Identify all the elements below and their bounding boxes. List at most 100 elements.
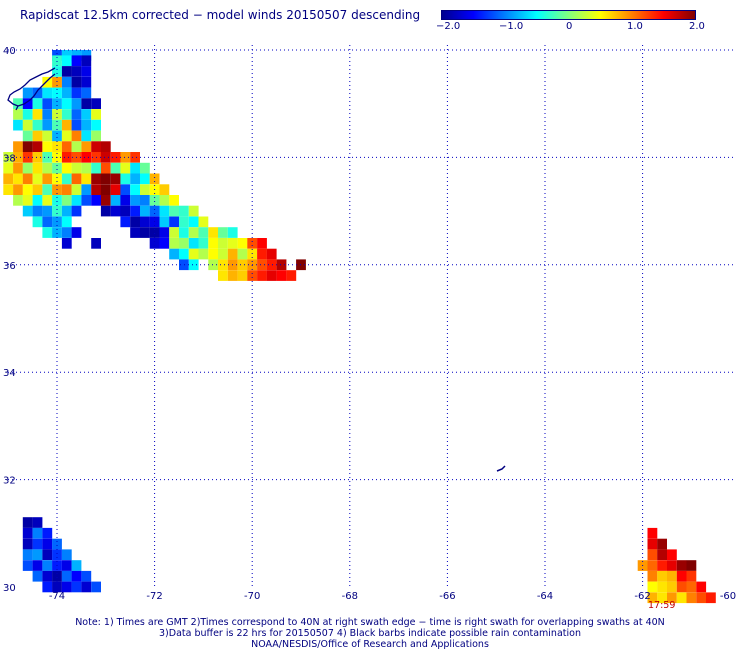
swath-cell: [81, 173, 92, 185]
swath-cell: [42, 527, 53, 539]
swath-cell: [61, 162, 72, 174]
lon-tick-label: -60: [720, 591, 736, 602]
swath-cell: [218, 227, 228, 238]
swath-cell: [91, 119, 101, 131]
swath-cell: [149, 173, 160, 185]
swath-cell: [13, 109, 23, 120]
swath-cell: [686, 581, 697, 593]
lat-tick-label: 32: [3, 476, 16, 487]
swath-cell: [52, 76, 62, 88]
swath-cell: [13, 119, 23, 131]
swath-cell: [81, 570, 92, 582]
swath-cell: [237, 248, 248, 260]
swath-cell: [32, 173, 43, 185]
swath-cell: [110, 173, 121, 185]
swath-cell: [169, 195, 179, 206]
swath-cell: [61, 173, 72, 185]
swath-cell: [81, 98, 92, 109]
swath-cell: [686, 570, 697, 582]
swath-cell: [81, 581, 92, 593]
swath-cell: [159, 216, 170, 228]
swath-cell: [91, 98, 101, 109]
swath-cell: [91, 162, 101, 174]
swath-cell: [179, 216, 189, 228]
swath-cell: [159, 184, 170, 195]
swath-cell: [52, 549, 62, 561]
swath-cell: [13, 141, 23, 152]
swath-cell: [100, 141, 111, 152]
swath-cell: [667, 570, 677, 582]
swath-cell: [188, 238, 199, 249]
swath-cell: [100, 162, 111, 174]
swath-cell: [32, 98, 43, 109]
swath-cell: [247, 248, 258, 260]
lon-tick-label: -62: [634, 591, 650, 602]
swath-cell: [22, 119, 33, 131]
swath-cell: [247, 238, 258, 249]
swath-cell: [32, 109, 43, 120]
swath-cell: [130, 152, 140, 163]
swath-cell: [81, 66, 92, 77]
swath-cell: [276, 270, 287, 281]
swath-cell: [52, 581, 62, 593]
swath-cell: [71, 570, 82, 582]
swath-cell: [71, 66, 82, 77]
swath-cell: [179, 238, 189, 249]
swath-cell: [42, 152, 53, 163]
swath-cell: [71, 141, 82, 152]
swath-cell: [91, 581, 101, 593]
swath-cell: [81, 50, 92, 61]
swath-cell: [42, 184, 53, 195]
swath-cell: [667, 549, 677, 561]
lat-tick-label: 30: [3, 583, 16, 594]
swath-cell: [32, 570, 43, 582]
swath-cell: [42, 216, 53, 228]
swath-cell: [3, 184, 14, 195]
swath-cell: [140, 195, 150, 206]
colorbar-label-pos1: 1.0: [627, 21, 643, 32]
swath-cell: [13, 162, 23, 174]
swath-cell: [179, 227, 189, 238]
swath-cell: [179, 205, 189, 217]
swath-cell: [130, 173, 140, 185]
swath-cell: [42, 205, 53, 217]
swath-cell: [188, 205, 199, 217]
swath-cell: [42, 162, 53, 174]
swath-cell: [676, 570, 687, 582]
swath-cell: [61, 560, 72, 571]
swath-cell: [227, 270, 238, 281]
lat-tick-label: 38: [3, 153, 16, 164]
swath-cell: [42, 109, 53, 120]
swath-cell: [120, 195, 131, 206]
swath-cell: [32, 184, 43, 195]
swath-cell: [188, 227, 199, 238]
swath-cell: [61, 195, 72, 206]
swath-cell: [71, 87, 82, 99]
swath-cell: [686, 560, 697, 571]
swath-cell: [32, 141, 43, 152]
swath-cell: [188, 216, 199, 228]
swath-cell: [218, 248, 228, 260]
swath-cell: [81, 130, 92, 142]
swath-time-label: 17:59: [648, 600, 676, 611]
swath-cell: [657, 538, 667, 550]
swath-cell: [61, 76, 72, 88]
swath-cell: [42, 581, 53, 593]
swath-cell: [149, 227, 160, 238]
swath-cell: [52, 109, 62, 120]
swath-cell: [52, 141, 62, 152]
swath-cell: [657, 560, 667, 571]
swath-cell: [61, 66, 72, 77]
swath-cell: [179, 259, 189, 271]
swath-cell: [61, 55, 72, 67]
swath-cell: [130, 227, 140, 238]
swath-cell: [91, 141, 101, 152]
swath-cell: [237, 238, 248, 249]
swath-cell: [91, 173, 101, 185]
swath-cell: [247, 270, 258, 281]
swath-cell: [61, 152, 72, 163]
swath-cell: [81, 162, 92, 174]
swath-cell: [100, 152, 111, 163]
swath-cell: [169, 216, 179, 228]
